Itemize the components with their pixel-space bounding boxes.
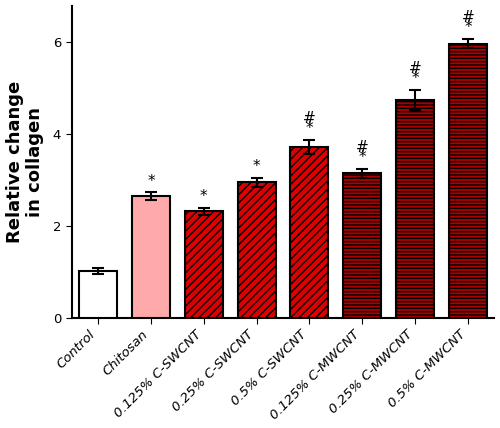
Text: *: *: [464, 21, 472, 36]
Text: *: *: [200, 189, 207, 204]
Text: #: #: [462, 10, 474, 25]
Y-axis label: Relative change
in collagen: Relative change in collagen: [6, 80, 44, 243]
Text: *: *: [253, 159, 260, 174]
Bar: [238, 182, 276, 318]
Text: *: *: [412, 71, 419, 86]
Text: *: *: [147, 174, 154, 189]
Bar: [184, 211, 223, 318]
Text: #: #: [409, 61, 422, 76]
Bar: [132, 196, 170, 318]
Bar: [449, 44, 487, 318]
Bar: [396, 100, 434, 318]
Text: *: *: [306, 122, 314, 137]
Text: #: #: [303, 111, 316, 126]
Bar: [290, 147, 329, 318]
Bar: [344, 173, 382, 318]
Text: #: #: [356, 140, 368, 155]
Bar: [79, 271, 117, 318]
Text: *: *: [358, 150, 366, 165]
